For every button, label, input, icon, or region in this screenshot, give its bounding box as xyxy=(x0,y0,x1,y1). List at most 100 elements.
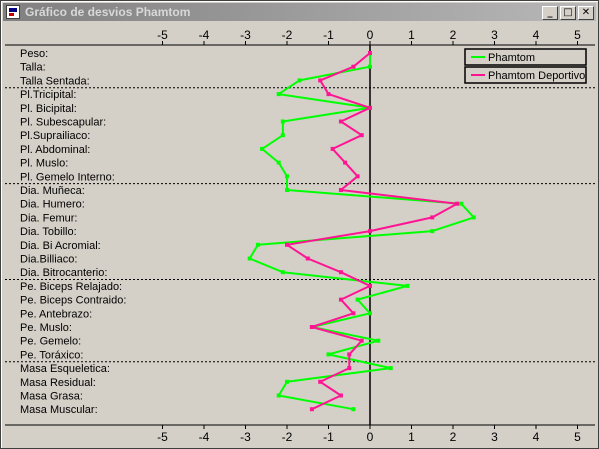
bottom-tick-label: 1 xyxy=(408,430,415,444)
data-point xyxy=(318,379,323,384)
category-label: Dia. Humero: xyxy=(20,199,85,211)
data-point xyxy=(338,119,343,124)
category-label: Pl. Gemelo Interno: xyxy=(20,171,115,183)
data-point xyxy=(255,242,260,247)
category-label: Dia.Billiaco: xyxy=(20,254,77,266)
data-point xyxy=(326,92,331,97)
chart-window-icon[interactable] xyxy=(6,5,20,19)
category-label: Pe. Toráxico: xyxy=(20,349,83,361)
data-point xyxy=(276,92,281,97)
category-label: Dia. Tobillo: xyxy=(20,226,77,238)
data-point xyxy=(459,201,464,206)
category-label: Talla Sentada: xyxy=(20,75,90,87)
data-point xyxy=(285,379,289,384)
data-point xyxy=(309,325,314,329)
bottom-tick-label: 3 xyxy=(491,430,498,444)
category-label: Pe. Biceps Relajado: xyxy=(20,281,122,293)
category-label: Pe. Biceps Contraido: xyxy=(20,295,126,307)
data-point xyxy=(338,188,343,192)
data-point xyxy=(368,311,372,316)
data-point xyxy=(355,297,360,302)
top-tick-label: -1 xyxy=(323,28,334,42)
group-separators xyxy=(5,87,595,363)
data-point xyxy=(280,270,285,275)
category-label: Masa Grasa: xyxy=(20,391,83,403)
minimize-button[interactable]: _ xyxy=(542,6,558,20)
data-point xyxy=(338,270,343,275)
series-phamtom-deportivo xyxy=(285,51,460,412)
category-label: Pl.Suprailiaco: xyxy=(20,130,90,142)
data-point xyxy=(368,105,372,110)
data-point xyxy=(247,256,252,261)
data-point xyxy=(351,407,356,412)
data-point xyxy=(305,256,310,261)
data-point xyxy=(326,352,331,357)
data-point xyxy=(376,338,381,343)
category-label: Pl. Bicipital: xyxy=(20,103,77,115)
top-tick-label: 4 xyxy=(533,28,540,42)
category-label: Pl. Subescapular: xyxy=(20,117,106,129)
bottom-tick-label: -1 xyxy=(323,430,334,444)
category-label: Pe. Antebrazo: xyxy=(20,308,92,320)
data-point xyxy=(430,215,435,220)
data-point xyxy=(260,146,265,151)
bottom-tick-label: 5 xyxy=(574,430,581,444)
legend-label: Phamtom Deportivo xyxy=(488,70,585,82)
top-tick-label: 5 xyxy=(574,28,581,42)
data-point xyxy=(351,311,356,316)
category-label: Dia. Bitrocanterio: xyxy=(20,267,107,279)
top-tick-label: -4 xyxy=(199,28,210,42)
data-point xyxy=(285,242,289,247)
window-title: Gráfico de desvios Phamtom xyxy=(25,5,191,19)
category-label: Pl. Muslo: xyxy=(20,158,68,170)
top-axis: -5 -4 -3 -2 -1 0 1 2 3 4 5 xyxy=(5,28,595,46)
bottom-tick-label: -4 xyxy=(199,430,210,444)
category-label: Talla: xyxy=(20,62,46,74)
data-point xyxy=(359,133,364,138)
data-point xyxy=(347,366,352,371)
data-point xyxy=(285,188,289,192)
close-button[interactable]: ✕ xyxy=(578,6,594,20)
title-bar[interactable]: Gráfico de desvios Phamtom _ □ ✕ xyxy=(3,3,596,21)
data-point xyxy=(338,393,343,398)
data-point xyxy=(368,283,372,288)
data-point xyxy=(351,64,356,69)
data-point xyxy=(276,160,281,165)
data-point xyxy=(280,133,285,138)
data-point xyxy=(368,64,372,69)
category-label: Masa Muscular: xyxy=(20,404,98,416)
category-label: Dia. Femur: xyxy=(20,212,77,224)
legend-box xyxy=(464,48,587,66)
data-point xyxy=(388,366,393,371)
bottom-tick-label: -3 xyxy=(240,430,251,444)
category-label: Pl.Tricipital: xyxy=(20,89,76,101)
top-tick-label: 2 xyxy=(450,28,457,42)
bottom-tick-label: 4 xyxy=(533,430,540,444)
bottom-tick-label: 0 xyxy=(367,430,374,444)
data-point xyxy=(318,78,323,83)
category-label: Pe. Muslo: xyxy=(20,322,72,334)
data-point xyxy=(309,407,314,412)
data-point xyxy=(347,352,352,357)
top-tick-label: 3 xyxy=(491,28,498,42)
bottom-axis: -5 -4 -3 -2 -1 0 1 2 3 4 5 xyxy=(5,424,595,444)
data-point xyxy=(343,160,348,165)
top-tick-label: -3 xyxy=(240,28,251,42)
data-point xyxy=(368,51,372,55)
category-label: Peso: xyxy=(20,48,48,60)
top-tick-label: -2 xyxy=(282,28,293,42)
maximize-button[interactable]: □ xyxy=(560,6,576,20)
series-line xyxy=(248,53,475,411)
category-label: Pe. Gemelo: xyxy=(20,336,81,348)
category-label: Masa Esqueletica: xyxy=(20,363,110,375)
data-point xyxy=(276,393,281,398)
legend-label: Phamtom xyxy=(488,52,535,64)
category-label: Dia. Muñeca: xyxy=(20,185,85,197)
category-label: Pl. Abdominal: xyxy=(20,144,90,156)
top-tick-label: 0 xyxy=(367,28,374,42)
category-label: Masa Residual: xyxy=(20,377,96,389)
series-layer xyxy=(247,51,476,412)
data-point xyxy=(297,78,302,83)
